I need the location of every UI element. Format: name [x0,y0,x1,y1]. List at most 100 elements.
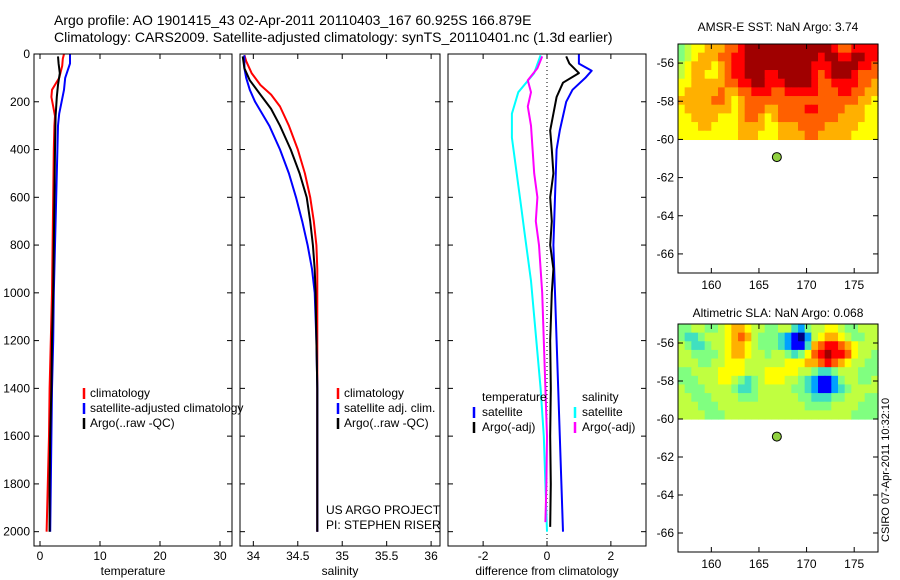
sst_map-cell [798,52,806,62]
sst_map-cell [778,61,786,71]
salinity-legend-entry: Argo(..raw -QC) [344,416,429,430]
sst_map-cell [811,104,819,114]
sst_map-cell [818,78,826,88]
sst_map-cell [798,130,806,141]
sla_map-ytick-label: -56 [657,336,675,350]
sla_map-cell [791,384,799,394]
sla_map-cell [791,401,799,411]
depth-tick-label: 1000 [3,286,30,300]
sst_map-cell [698,96,706,106]
sla_map-cell [698,367,706,377]
sst_map-cell [678,61,686,71]
depth-tick-label: 0 [23,47,30,61]
sla_map-cell [731,324,739,334]
sst_map-cell [871,70,879,80]
sla_map-xtick-label: 160 [701,557,721,571]
sst_map-ytick-label: -62 [657,171,675,185]
sst_map-cell [798,44,806,54]
sla_map-cell [804,358,812,368]
sst_map-cell [698,78,706,88]
sla_map-cell [844,375,852,386]
sst_map-cell [758,78,766,88]
sst_map-cell [778,113,786,123]
sla_map-cell [764,401,772,411]
sst_map-cell [744,70,752,80]
sst_map-cell [718,122,726,132]
sla_map-cell [751,401,759,411]
salinity-xtick-label: 36 [424,549,438,563]
sla_map-cell [784,332,792,342]
sst_map-cell [678,113,686,123]
sla_map-cell [711,375,719,386]
sst_map-cell [711,87,719,97]
sla_map-cell [798,410,806,420]
temperature-legend-entry: climatology [90,386,150,400]
sla_map-float-position-marker [771,431,782,442]
sla_map-cell [831,384,839,394]
sla_map-cell [771,324,779,334]
difference-xtick-label: 2 [608,549,615,563]
sla_map-cell [831,349,839,360]
sst_map-cell [871,113,879,123]
sla_map-cell [751,332,759,342]
sla_map-cell [698,401,706,411]
sst_map-cell [858,113,866,123]
sst_map-cell [844,52,852,62]
sla_map-cell [678,384,686,394]
sla_map-cell [738,410,746,420]
sla_map-cell [864,349,872,360]
sla_map-cell [738,332,746,342]
sla_map-cell [838,358,846,368]
sla_map-cell [871,410,879,420]
sla_map-cell [724,349,732,360]
sst_map-cell [731,87,739,97]
sst_map-cell [818,122,826,132]
sla_map-ytick-label: -60 [657,412,675,426]
sst_map-cell [798,78,806,88]
sla_map-cell [784,384,792,394]
sst_map-cell [811,87,819,97]
sst_map-cell [718,96,726,106]
sla_map-cell [738,375,746,386]
sla_map-cell [818,324,826,334]
sla_map-cell [751,367,759,377]
sst_map-cell [724,78,732,88]
sst_map-cell [684,87,692,97]
sst_map-cell [784,44,792,54]
sst_map-cell [771,122,779,132]
sst_map-cell [758,96,766,106]
sst_map-cell [778,78,786,88]
depth-tick-label: 200 [10,95,30,109]
sst_map-cell [831,130,839,141]
sla_map-cell [724,324,732,334]
sla_map-cell [724,410,732,420]
sla_map-cell [851,332,859,342]
temperature-frame [33,53,233,547]
sla_map-cell [858,375,866,386]
sla_map-cell [871,375,879,386]
sla_map-cell [804,367,812,377]
sla_map-cell [791,332,799,342]
sla_map-cell [758,401,766,411]
sst_map-cell [778,70,786,80]
sst_map-xtick-label: 160 [701,278,721,292]
temperature-xtick-label: 20 [153,549,167,563]
sst_map-cell [811,96,819,106]
sla_map-cell [818,358,826,368]
sla_map-cell [731,358,739,368]
sla_map-cell [691,367,699,377]
sla_map-cell [764,332,772,342]
sst_map-cell [771,113,779,123]
sst_map-cell [818,44,826,54]
sla_map-cell [824,401,832,411]
sla_map-cell [684,367,692,377]
sla_map-cell [831,393,839,403]
sla_map-cell [684,341,692,351]
sst_map-cell [711,44,719,54]
sst_map-cell [764,61,772,71]
sst_map-cell [858,78,866,88]
sst_map-cell [684,78,692,88]
sst_map-cell [844,130,852,141]
sla_map-cell [871,324,879,334]
sst_map-cell [798,113,806,123]
